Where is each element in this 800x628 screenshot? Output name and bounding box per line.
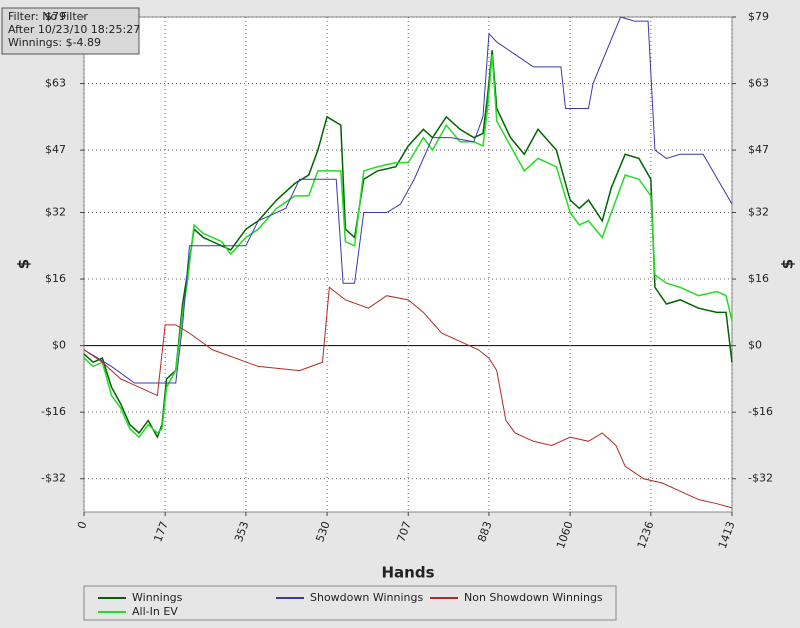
x-axis-label: Hands — [381, 564, 434, 582]
info-box — [1, 7, 140, 55]
legend-label: Non Showdown Winnings — [464, 591, 603, 604]
y2-tick-label: $16 — [748, 272, 769, 285]
y-tick-label: $63 — [45, 77, 66, 90]
series-line — [83, 50, 733, 439]
legend-label: Showdown Winnings — [310, 591, 424, 604]
y2-tick-label: $0 — [748, 339, 762, 352]
series-line — [83, 286, 733, 509]
y-axis-label: $ — [15, 259, 33, 269]
y-tick-label: $79 — [45, 10, 66, 23]
x-tick-label: 0 — [75, 520, 90, 531]
legend-label: Winnings — [132, 591, 183, 604]
y2-tick-label: -$16 — [748, 405, 773, 418]
info-text: Winnings: $-4.89 — [8, 36, 101, 49]
y2-tick-label: $79 — [748, 10, 769, 23]
y-tick-label: $0 — [52, 339, 66, 352]
legend-label: All-In EV — [132, 605, 178, 618]
y2-axis-label: $ — [779, 259, 797, 269]
series-line — [83, 54, 733, 439]
y2-tick-label: $63 — [748, 77, 769, 90]
y-tick-label: $32 — [45, 206, 66, 219]
series-line — [83, 16, 733, 384]
y-tick-label: -$16 — [41, 405, 66, 418]
info-text: After 10/23/10 18:25:27 — [8, 23, 140, 36]
y-tick-label: $16 — [45, 272, 66, 285]
legend — [83, 585, 617, 621]
y-tick-label: $47 — [45, 143, 66, 156]
y-tick-label: -$32 — [41, 472, 66, 485]
info-text: Filter: No Filter — [8, 10, 88, 23]
y2-tick-label: $47 — [748, 143, 769, 156]
y2-tick-label: -$32 — [748, 472, 773, 485]
y2-tick-label: $32 — [748, 206, 769, 219]
